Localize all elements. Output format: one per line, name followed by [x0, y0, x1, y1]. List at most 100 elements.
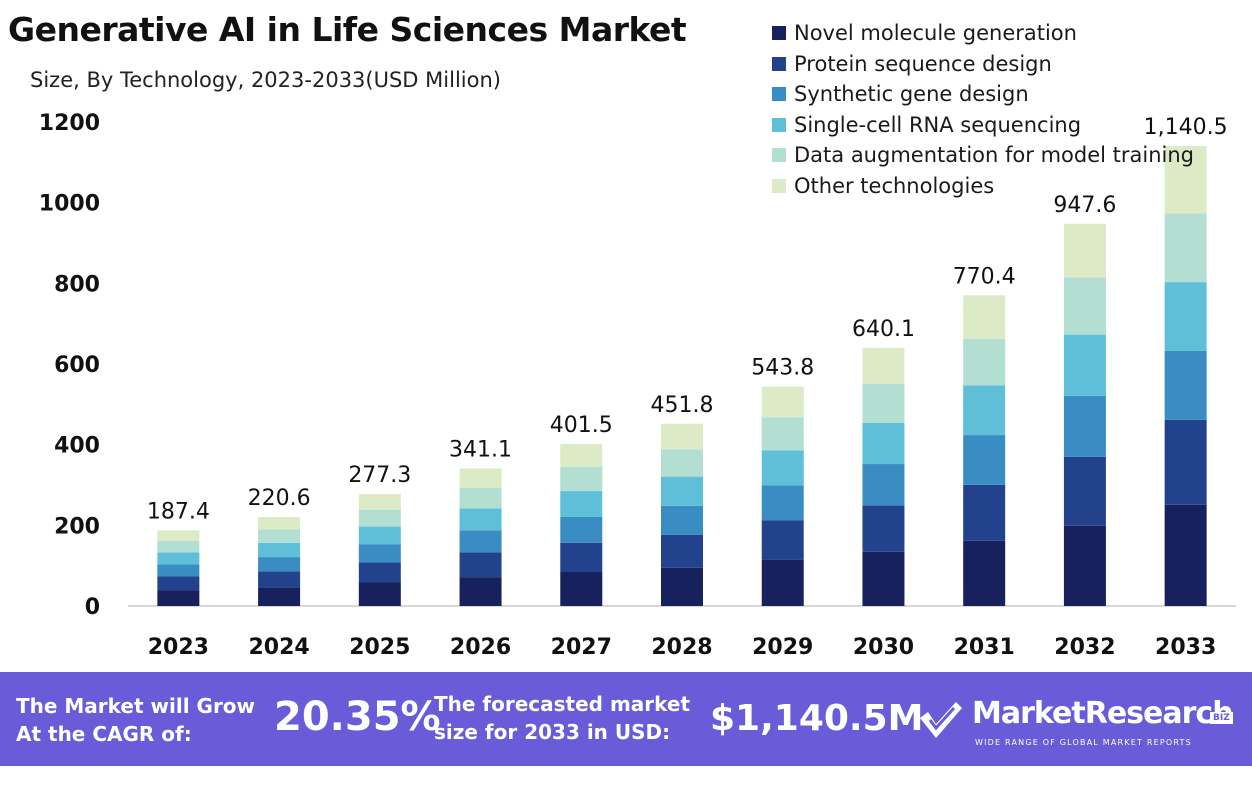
- bar-segment: [258, 517, 301, 530]
- legend-swatch: [772, 117, 786, 132]
- bar-segment: [862, 551, 905, 606]
- bar-segment: [258, 587, 301, 606]
- bar-segment: [661, 567, 703, 606]
- data-label: 947.6: [1053, 193, 1116, 218]
- bar-segment: [560, 516, 603, 543]
- bar-segment: [963, 540, 1006, 606]
- data-label: 220.6: [248, 486, 311, 511]
- x-tick-label: 2029: [752, 635, 813, 660]
- bar-segment: [761, 450, 804, 486]
- data-label: 640.1: [852, 317, 915, 342]
- legend-item: Synthetic gene design: [772, 79, 1194, 110]
- bar-segment: [358, 509, 401, 527]
- bar-segment: [1164, 419, 1207, 505]
- bar-segment: [661, 449, 703, 477]
- x-tick-label: 2028: [651, 635, 712, 660]
- bar-segment: [459, 530, 502, 553]
- bar-segment: [661, 505, 703, 535]
- bar-segment: [560, 491, 603, 517]
- legend-label: Protein sequence design: [794, 51, 1052, 76]
- chart-plot: 0 200 400 600 800 1000 1200 187.4 2023 220.6 2024 2…: [39, 111, 1236, 660]
- y-tick-label: 400: [54, 434, 100, 459]
- bar-segment: [560, 542, 603, 572]
- chart-subtitle: Size, By Technology, 2023-2033(USD Milli…: [30, 68, 501, 92]
- bar-segment: [1164, 504, 1207, 606]
- legend-label: Other technologies: [794, 173, 995, 198]
- chart-title: Generative AI in Life Sciences Market: [8, 10, 687, 49]
- forecast-value: $1,140.5M: [710, 698, 924, 739]
- bar-segment: [258, 529, 301, 543]
- bar-segment: [258, 557, 301, 572]
- bar-segment: [157, 576, 200, 591]
- bar-segment: [862, 347, 905, 385]
- bar-segment: [358, 562, 401, 583]
- legend-item: Other technologies: [772, 171, 1194, 202]
- legend-item: Data augmentation for model training: [772, 140, 1194, 171]
- bar-segment: [157, 530, 200, 541]
- bar-segment: [862, 464, 905, 506]
- bar-segment: [258, 571, 301, 588]
- bar-segment: [358, 544, 401, 563]
- x-tick-label: 2033: [1155, 635, 1216, 660]
- x-tick-label: 2031: [954, 635, 1015, 660]
- legend-item: Single-cell RNA sequencing: [772, 110, 1194, 141]
- bar-segment: [862, 505, 905, 552]
- bar-segment: [761, 417, 804, 451]
- data-label: 1,140.5: [1144, 115, 1228, 140]
- legend-swatch: [772, 178, 786, 193]
- legend-item: Protein sequence design: [772, 49, 1194, 80]
- bar-segment: [1063, 525, 1106, 606]
- bar-segment: [1164, 145, 1207, 214]
- bar-segment: [1063, 277, 1106, 335]
- forecast-caption: The forecasted market size for 2033 in U…: [434, 692, 691, 744]
- legend-label: Novel molecule generation: [794, 21, 1077, 46]
- bar-segment: [963, 385, 1006, 436]
- bar-segment: [1164, 350, 1207, 420]
- x-tick-label: 2027: [551, 635, 612, 660]
- summary-banner: The Market will Grow At the CAGR of: 20.…: [0, 672, 1252, 766]
- data-label: 451.8: [651, 393, 714, 418]
- bar-segment: [761, 559, 804, 606]
- bar-segment: [661, 476, 703, 506]
- bar-segment: [459, 577, 502, 606]
- bar-segment: [1063, 456, 1106, 526]
- bar-segment: [157, 552, 200, 565]
- bar-segment: [358, 582, 401, 606]
- cagr-value: 20.35%: [274, 694, 441, 740]
- bar-segment: [459, 487, 502, 509]
- bar-segment: [1063, 223, 1106, 278]
- legend-swatch: [772, 87, 786, 102]
- bar-segment: [761, 386, 804, 418]
- brand-check-icon: [920, 702, 962, 738]
- bar-segment: [1063, 334, 1106, 396]
- x-tick-label: 2023: [148, 635, 209, 660]
- bar-segment: [963, 484, 1006, 541]
- data-label: 187.4: [147, 499, 210, 524]
- bar-segment: [157, 540, 200, 553]
- bar-segment: [258, 542, 301, 558]
- x-tick-label: 2026: [450, 635, 511, 660]
- legend: Novel molecule generation Protein sequen…: [772, 18, 1194, 201]
- data-label: 277.3: [348, 463, 411, 488]
- bar-segment: [459, 552, 502, 578]
- x-tick-label: 2024: [248, 635, 309, 660]
- bar-segment: [862, 422, 905, 465]
- legend-swatch: [772, 148, 786, 163]
- bar-segment: [1063, 395, 1106, 457]
- bar-segment: [358, 526, 401, 545]
- bar-segment: [963, 435, 1006, 485]
- bar-segment: [761, 485, 804, 521]
- bar-segment: [157, 590, 200, 606]
- bar-segment: [661, 534, 703, 568]
- legend-swatch: [772, 26, 786, 41]
- bar-segment: [459, 468, 502, 488]
- bar-segment: [661, 423, 703, 450]
- data-label: 401.5: [550, 413, 613, 438]
- y-tick-label: 800: [54, 272, 100, 297]
- data-label: 770.4: [953, 264, 1016, 289]
- bar-segment: [963, 338, 1006, 386]
- bar-segment: [358, 494, 401, 510]
- y-tick-label: 200: [54, 514, 100, 539]
- legend-item: Novel molecule generation: [772, 18, 1194, 49]
- legend-swatch: [772, 56, 786, 71]
